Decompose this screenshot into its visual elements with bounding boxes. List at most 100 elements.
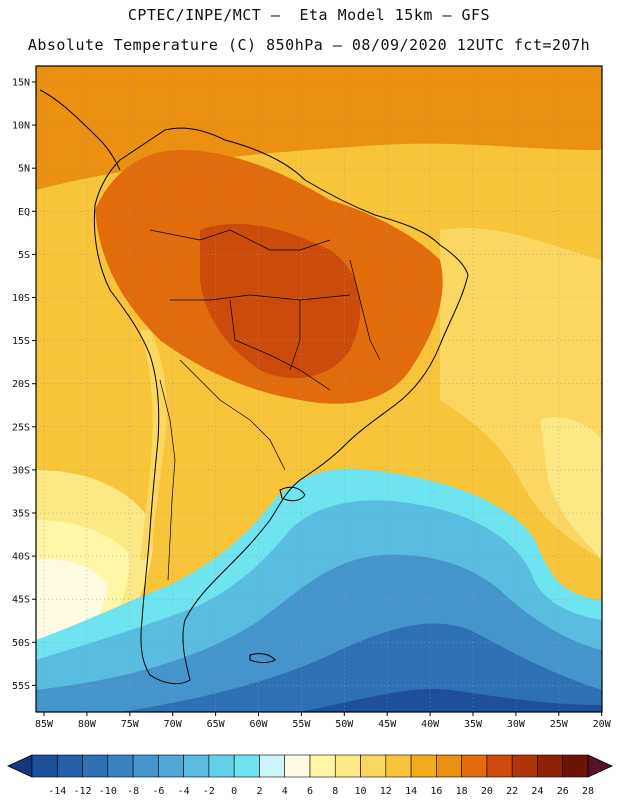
lon-label: 70W bbox=[164, 719, 183, 730]
lat-label: 15N bbox=[12, 78, 30, 89]
lat-label: 55S bbox=[12, 681, 30, 692]
map-frame bbox=[35, 65, 603, 713]
lon-label: 20W bbox=[593, 719, 612, 730]
lat-label: 35S bbox=[12, 509, 30, 520]
colorbar-swatch bbox=[562, 754, 589, 778]
lat-label: 10N bbox=[12, 121, 30, 132]
colorbar-label: 18 bbox=[456, 786, 468, 797]
colorbar-label: 10 bbox=[355, 786, 367, 797]
temperature-field bbox=[36, 66, 602, 712]
colorbar-swatch bbox=[158, 754, 184, 778]
colorbar-label: -14 bbox=[48, 786, 66, 797]
colorbar-under-arrow bbox=[7, 754, 33, 778]
colorbar-label: 22 bbox=[506, 786, 518, 797]
border-segment bbox=[289, 300, 301, 371]
border-segment bbox=[159, 379, 176, 581]
colorbar-over-arrow bbox=[587, 754, 613, 778]
colorbar-label: 24 bbox=[531, 786, 543, 797]
colorbar-swatch bbox=[284, 754, 311, 778]
colorbar-swatch bbox=[486, 754, 513, 778]
lon-label: 85W bbox=[35, 719, 54, 730]
colorbar-label: 4 bbox=[282, 786, 288, 797]
colorbar-swatch bbox=[132, 754, 159, 778]
colorbar-swatch bbox=[511, 754, 538, 778]
field-cold-deepest bbox=[300, 689, 602, 712]
colorbar-label: 14 bbox=[405, 786, 417, 797]
colorbar-swatch bbox=[31, 754, 58, 778]
lon-label: 30W bbox=[507, 719, 526, 730]
colorbar-label: 0 bbox=[231, 786, 237, 797]
colorbar-label: -4 bbox=[178, 786, 190, 797]
lat-label: 20S bbox=[12, 379, 30, 390]
lat-label: 50S bbox=[12, 638, 30, 649]
border-segment bbox=[349, 259, 381, 361]
colorbar-swatch bbox=[259, 754, 286, 778]
coastlines bbox=[39, 89, 469, 685]
colorbar-swatch bbox=[436, 754, 462, 778]
lon-label: 40W bbox=[421, 719, 440, 730]
map-title: CPTEC/INPE/MCT – Eta Model 15km – GFS bbox=[127, 6, 491, 24]
lon-label: 50W bbox=[335, 719, 354, 730]
latitude-labels: 15N 10N 5N EQ 5S 10S 15S 20S 25S 30S 35S 40S 45S 50S 5… bbox=[12, 78, 36, 692]
colorbar-swatch bbox=[334, 754, 361, 778]
colorbar-swatch bbox=[233, 754, 260, 778]
field-continent-hottest bbox=[200, 223, 361, 379]
central-america-outline bbox=[39, 89, 121, 171]
lon-label: 80W bbox=[78, 719, 97, 730]
lat-label: 30S bbox=[12, 465, 30, 476]
colorbar-swatch bbox=[385, 754, 412, 778]
lat-label: 40S bbox=[12, 552, 30, 563]
rio-de-la-plata bbox=[279, 486, 306, 502]
colorbar-swatch bbox=[537, 754, 564, 778]
colorbar-label: 8 bbox=[332, 786, 338, 797]
lat-label: 10S bbox=[12, 293, 30, 304]
longitude-labels: 85W 80W 75W 70W 65W 60W 55W 50W 45W 40W 35W 30W 25W 2… bbox=[35, 712, 612, 730]
field-andes-cool bbox=[140, 330, 167, 560]
colorbar-label: 20 bbox=[481, 786, 493, 797]
colorbar-swatch bbox=[360, 754, 387, 778]
field-cold-deep bbox=[120, 623, 602, 712]
lat-label: EQ bbox=[18, 207, 30, 218]
south-america-outline bbox=[93, 127, 469, 685]
field-atlantic-light bbox=[540, 417, 602, 560]
colorbar-swatch bbox=[309, 754, 336, 778]
colorbar-label: -2 bbox=[203, 786, 215, 797]
lat-label: 15S bbox=[12, 336, 30, 347]
lon-label: 25W bbox=[550, 719, 569, 730]
colorbar-swatch bbox=[410, 754, 437, 778]
colorbar-swatch bbox=[461, 754, 488, 778]
colorbar-swatch bbox=[82, 754, 109, 778]
colorbar-label: 16 bbox=[430, 786, 442, 797]
colorbar-swatch bbox=[183, 754, 210, 778]
lon-label: 60W bbox=[249, 719, 268, 730]
lat-label: 5S bbox=[18, 250, 30, 261]
lon-label: 75W bbox=[121, 719, 140, 730]
border-segment bbox=[170, 294, 351, 301]
lat-label: 5N bbox=[18, 164, 30, 175]
colorbar-label: -8 bbox=[127, 786, 139, 797]
colorbar-label: -10 bbox=[99, 786, 117, 797]
colorbar-swatch bbox=[208, 754, 235, 778]
colorbar-label: 28 bbox=[582, 786, 594, 797]
colorbar-label: 2 bbox=[256, 786, 262, 797]
colorbar-label: -6 bbox=[152, 786, 164, 797]
colorbar-label: -12 bbox=[74, 786, 92, 797]
lon-label: 65W bbox=[207, 719, 226, 730]
colorbar: -14 -12 -10 -8 -6 -4 -2 0 2 4 6 8 10 12 14 16 18 20 22 24 26… bbox=[7, 754, 613, 797]
colorbar-label: 26 bbox=[557, 786, 569, 797]
border-segment bbox=[179, 359, 286, 471]
border-segment bbox=[149, 229, 331, 251]
lat-label: 45S bbox=[12, 595, 30, 606]
colorbar-swatch bbox=[56, 754, 83, 778]
country-borders bbox=[149, 229, 381, 581]
colorbar-label: 12 bbox=[380, 786, 392, 797]
colorbar-swatch bbox=[107, 754, 134, 778]
border-segment bbox=[229, 299, 331, 391]
lat-label: 25S bbox=[12, 422, 30, 433]
lon-label: 45W bbox=[378, 719, 397, 730]
colorbar-label: 6 bbox=[307, 786, 313, 797]
map-subtitle: Absolute Temperature (C) 850hPa – 08/09/… bbox=[27, 36, 591, 54]
lon-label: 35W bbox=[464, 719, 483, 730]
falkland-islands bbox=[249, 653, 276, 664]
